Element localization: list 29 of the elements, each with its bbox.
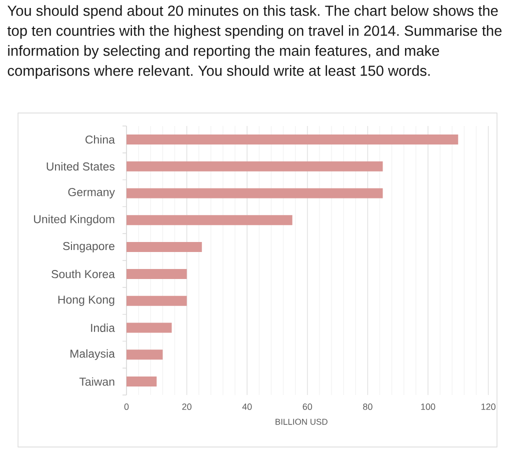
y-tick-label: United States bbox=[46, 162, 115, 171]
y-tick-label: Hong Kong bbox=[58, 296, 114, 306]
chart-title: You should spend about 20 minutes on this task. The chart below shows the top ten countries with the highest spending on travel in 2014. Summarise the information by selecting and reporting the main features, and make comparisons where relevant. You should write at least 150 words. bbox=[7, 5, 502, 79]
x-tick-label: 0 bbox=[124, 404, 129, 410]
y-tick-label: Malaysia bbox=[70, 349, 115, 360]
bar bbox=[126, 215, 292, 226]
y-tick-label: Taiwan bbox=[79, 377, 114, 386]
bar bbox=[126, 134, 458, 144]
bar bbox=[126, 188, 383, 198]
x-tick-label: 40 bbox=[242, 404, 252, 410]
x-tick-label: 80 bbox=[363, 404, 372, 410]
bar bbox=[126, 322, 172, 333]
bar bbox=[126, 242, 202, 252]
y-tick-label: Singapore bbox=[63, 242, 114, 252]
x-tick-label: 120 bbox=[481, 404, 496, 410]
bar bbox=[126, 296, 187, 306]
bar bbox=[126, 350, 163, 360]
x-axis-title: BILLION USD bbox=[276, 418, 328, 425]
bar bbox=[126, 161, 383, 172]
y-tick-label: Germany bbox=[68, 188, 115, 198]
bar bbox=[126, 376, 157, 387]
bar bbox=[126, 268, 187, 279]
y-tick-label: United Kingdom bbox=[34, 214, 114, 226]
x-tick-label: 60 bbox=[302, 404, 312, 410]
y-tick-label: China bbox=[86, 135, 115, 144]
y-tick-label: India bbox=[91, 324, 115, 332]
y-tick-label: South Korea bbox=[52, 270, 115, 278]
x-tick-label: 100 bbox=[421, 404, 436, 410]
x-tick-label: 20 bbox=[182, 404, 192, 410]
